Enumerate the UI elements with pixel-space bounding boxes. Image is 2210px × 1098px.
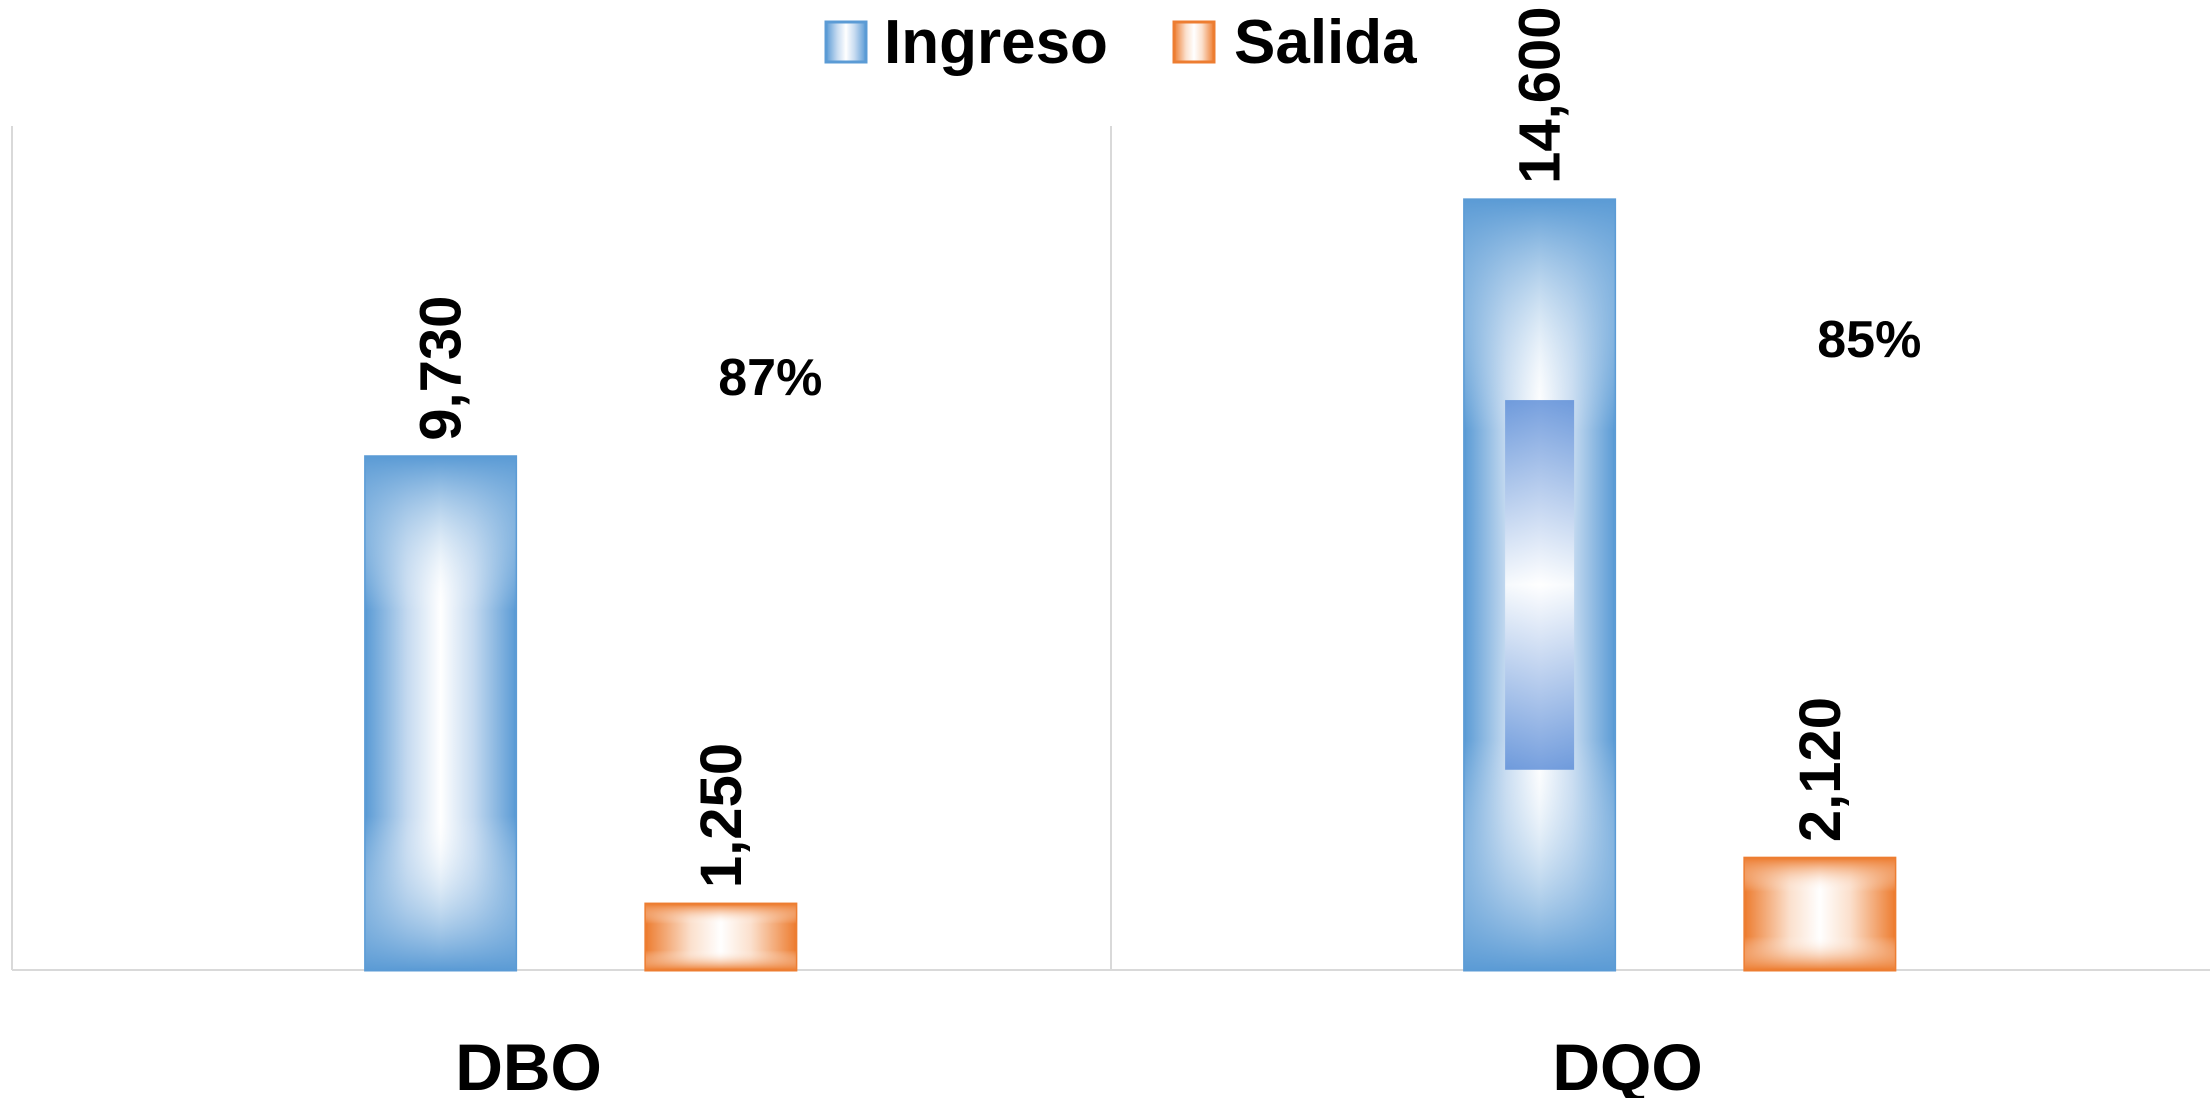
bar-salida-dqo	[1743, 856, 1897, 972]
value-label-ingreso-dbo: 9,730	[409, 296, 474, 441]
value-label-salida-dqo: 2,120	[1788, 697, 1853, 842]
bar-shade	[365, 456, 516, 970]
bars-layer	[364, 198, 1897, 972]
legend-item-ingreso: Ingreso	[824, 8, 1108, 77]
legend-swatch-salida	[1172, 20, 1216, 64]
labels-layer: 9,730 1,250 87% DBO 14,600 2,120 85% DQO	[409, 6, 1922, 1098]
bar-shade	[1744, 858, 1895, 970]
value-label-salida-dbo: 1,250	[689, 743, 754, 888]
legend-swatch-ingreso	[824, 20, 868, 64]
legend-label-ingreso: Ingreso	[884, 8, 1108, 77]
bar-highlight	[1505, 400, 1575, 770]
category-label-dbo: DBO	[455, 1030, 602, 1098]
category-label-dqo: DQO	[1552, 1030, 1702, 1098]
legend-item-salida: Salida	[1172, 8, 1417, 77]
bar-shade	[645, 904, 796, 970]
annotation-dbo: 87%	[718, 349, 822, 407]
annotation-dqo: 85%	[1817, 311, 1921, 369]
value-label-ingreso-dqo: 14,600	[1508, 6, 1573, 183]
legend: Ingreso Salida	[824, 8, 1417, 77]
bar-ingreso-dqo	[1463, 198, 1617, 972]
bar-ingreso-dbo	[364, 455, 518, 972]
bar-salida-dbo	[644, 902, 798, 972]
legend-label-salida: Salida	[1234, 8, 1417, 77]
